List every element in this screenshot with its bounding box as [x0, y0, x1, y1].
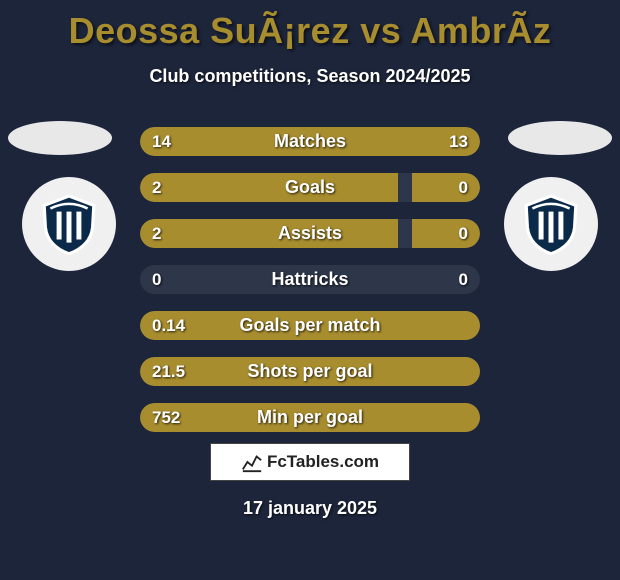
footer-date: 17 january 2025 — [0, 498, 620, 519]
stat-bar-list: 1413Matches 20Goals 20Assists 00Hattricks 0.… — [140, 127, 480, 449]
stat-row: 20Assists — [140, 219, 480, 248]
team-crest-right — [504, 177, 598, 271]
stat-label: Goals — [140, 173, 480, 202]
shadow-ellipse-left — [8, 121, 112, 155]
stat-row: 1413Matches — [140, 127, 480, 156]
shield-icon — [38, 193, 100, 255]
stat-row: 20Goals — [140, 173, 480, 202]
stat-label: Assists — [140, 219, 480, 248]
stat-row: 752Min per goal — [140, 403, 480, 432]
stat-label: Matches — [140, 127, 480, 156]
chart-line-icon — [241, 451, 263, 473]
stat-row: 21.5Shots per goal — [140, 357, 480, 386]
page-title: Deossa SuÃ¡rez vs AmbrÃ­z — [0, 0, 620, 52]
shield-icon — [520, 193, 582, 255]
stat-label: Shots per goal — [140, 357, 480, 386]
stat-row: 00Hattricks — [140, 265, 480, 294]
stat-row: 0.14Goals per match — [140, 311, 480, 340]
shadow-ellipse-right — [508, 121, 612, 155]
stat-label: Min per goal — [140, 403, 480, 432]
stat-label: Hattricks — [140, 265, 480, 294]
branding-badge: FcTables.com — [210, 443, 410, 481]
branding-text: FcTables.com — [267, 452, 379, 472]
page-subtitle: Club competitions, Season 2024/2025 — [0, 66, 620, 87]
stat-label: Goals per match — [140, 311, 480, 340]
team-crest-left — [22, 177, 116, 271]
